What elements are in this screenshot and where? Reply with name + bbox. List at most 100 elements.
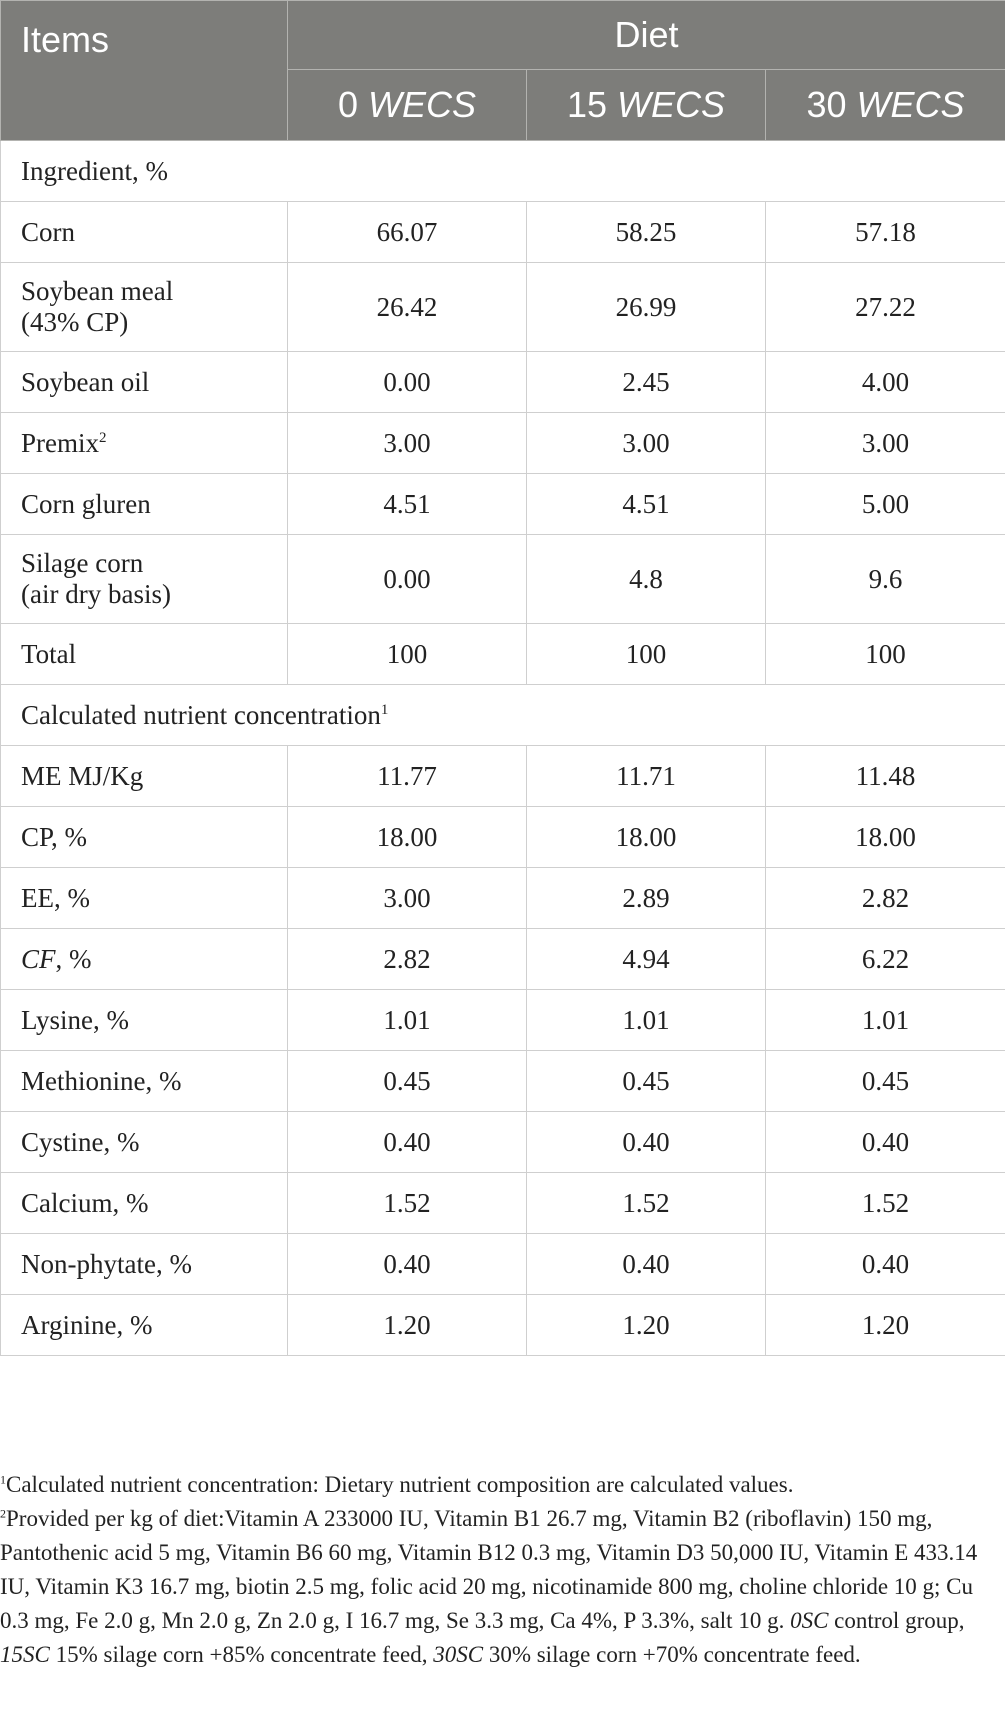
table-row: CP, % 18.00 18.00 18.00 <box>0 806 1005 868</box>
abbreviation-definition: 30% silage corn +70% concentrate feed. <box>483 1642 861 1667</box>
cell-value: 11.77 <box>287 745 527 807</box>
row-label: Premix2 <box>0 412 288 474</box>
cell-value: 66.07 <box>287 201 527 263</box>
cell-value: 0.00 <box>287 534 527 624</box>
table-row: Corn 66.07 58.25 57.18 <box>0 201 1005 263</box>
cell-value: 1.01 <box>764 989 1005 1051</box>
cell-value: 1.52 <box>287 1172 527 1234</box>
row-label: Corn gluren <box>0 473 288 535</box>
table-row: Premix2 3.00 3.00 3.00 <box>0 412 1005 474</box>
table-row: Lysine, % 1.01 1.01 1.01 <box>0 989 1005 1051</box>
document: Items Diet 0 WECS 15 WECS 30 WECS Ingred… <box>0 0 1005 1667</box>
cell-value: 4.51 <box>287 473 527 535</box>
abbreviation-definition: control group, <box>828 1608 965 1633</box>
cell-value: 0.40 <box>526 1111 766 1173</box>
cell-value: 2.45 <box>526 351 766 413</box>
footnote-marker: 2 <box>99 429 107 446</box>
cell-value: 6.22 <box>764 928 1005 990</box>
cell-value: 3.00 <box>764 412 1005 474</box>
row-label: Soybean oil <box>0 351 288 413</box>
table-row: Soybean meal (43% CP) 26.42 26.99 27.22 <box>0 262 1005 352</box>
row-label-text: , % <box>55 943 92 974</box>
row-label-line2: (air dry basis) <box>21 579 171 609</box>
items-header: Items <box>0 0 288 141</box>
footnote-1: 1Calculated nutrient concentration: Diet… <box>0 1468 1000 1502</box>
section-row-nutrient: Calculated nutrient concentration1 <box>0 684 1005 746</box>
row-label: Methionine, % <box>0 1050 288 1112</box>
cell-value: 5.00 <box>764 473 1005 535</box>
cell-value: 0.00 <box>287 351 527 413</box>
footnote-marker: 2 <box>0 1506 6 1521</box>
cell-value: 3.00 <box>287 412 527 474</box>
cell-value: 1.01 <box>526 989 766 1051</box>
footnote-text: Calculated nutrient concentration: Dieta… <box>6 1472 794 1497</box>
cell-value: 0.40 <box>764 1233 1005 1295</box>
cell-value: 2.82 <box>287 928 527 990</box>
row-label-text: Premix <box>21 427 99 458</box>
cell-value: 27.22 <box>764 262 1005 352</box>
section-row-ingredient: Ingredient, % <box>0 140 1005 202</box>
cell-value: 26.42 <box>287 262 527 352</box>
diet-composition-table: Items Diet 0 WECS 15 WECS 30 WECS Ingred… <box>0 0 1005 1356</box>
table-row: CF, % 2.82 4.94 6.22 <box>0 928 1005 990</box>
table-row: Calcium, % 1.52 1.52 1.52 <box>0 1172 1005 1234</box>
section-title: Calculated nutrient concentration1 <box>0 684 1005 746</box>
row-label-abbr: CF <box>21 943 56 974</box>
abbreviation: 0SC <box>790 1608 829 1633</box>
col-header-label: WECS <box>368 84 477 125</box>
cell-value: 0.40 <box>287 1111 527 1173</box>
table-row: Arginine, % 1.20 1.20 1.20 <box>0 1294 1005 1356</box>
cell-value: 4.51 <box>526 473 766 535</box>
row-label: Corn <box>0 201 288 263</box>
table-row: ME MJ/Kg 11.77 11.71 11.48 <box>0 745 1005 807</box>
row-label: Silage corn (air dry basis) <box>0 534 288 624</box>
row-label-line1: Soybean meal <box>21 276 174 306</box>
table-row: Silage corn (air dry basis) 0.00 4.8 9.6 <box>0 534 1005 624</box>
footnote-marker: 1 <box>0 1472 6 1487</box>
footnote-text: Provided per kg of diet:Vitamin A 233000… <box>0 1506 978 1633</box>
table-row: Total 100 100 100 <box>0 623 1005 685</box>
cell-value: 18.00 <box>764 806 1005 868</box>
footnote-2: 2Provided per kg of diet:Vitamin A 23300… <box>0 1502 1000 1672</box>
row-label: Soybean meal (43% CP) <box>0 262 288 352</box>
cell-value: 26.99 <box>526 262 766 352</box>
cell-value: 1.52 <box>526 1172 766 1234</box>
col-header-15-wecs: 15 WECS <box>526 69 766 141</box>
row-label: Arginine, % <box>0 1294 288 1356</box>
footnote-marker: 1 <box>380 701 389 718</box>
cell-value: 4.00 <box>764 351 1005 413</box>
row-label: EE, % <box>0 867 288 929</box>
cell-value: 0.40 <box>287 1233 527 1295</box>
row-label: Calcium, % <box>0 1172 288 1234</box>
cell-value: 4.8 <box>526 534 766 624</box>
cell-value: 0.40 <box>764 1111 1005 1173</box>
cell-value: 100 <box>764 623 1005 685</box>
row-label: CF, % <box>0 928 288 990</box>
abbreviation-definition: 15% silage corn +85% concentrate feed, <box>49 1642 434 1667</box>
row-label-line1: Silage corn <box>21 548 144 578</box>
row-label: Lysine, % <box>0 989 288 1051</box>
cell-value: 2.89 <box>526 867 766 929</box>
col-header-num: 30 <box>806 84 847 125</box>
cell-value: 0.45 <box>764 1050 1005 1112</box>
cell-value: 58.25 <box>526 201 766 263</box>
table-row: Soybean oil 0.00 2.45 4.00 <box>0 351 1005 413</box>
col-header-num: 15 <box>566 84 608 125</box>
col-header-label: WECS <box>856 84 965 125</box>
cell-value: 57.18 <box>764 201 1005 263</box>
cell-value: 1.52 <box>764 1172 1005 1234</box>
table-row: Cystine, % 0.40 0.40 0.40 <box>0 1111 1005 1173</box>
cell-value: 1.20 <box>526 1294 766 1356</box>
abbreviation: 30SC <box>433 1642 484 1667</box>
row-label: ME MJ/Kg <box>0 745 288 807</box>
table-row: Corn gluren 4.51 4.51 5.00 <box>0 473 1005 535</box>
cell-value: 11.71 <box>526 745 766 807</box>
cell-value: 100 <box>287 623 527 685</box>
cell-value: 0.45 <box>287 1050 527 1112</box>
cell-value: 4.94 <box>526 928 766 990</box>
section-title: Ingredient, % <box>0 140 1005 202</box>
cell-value: 1.20 <box>764 1294 1005 1356</box>
cell-value: 0.40 <box>526 1233 766 1295</box>
section-title-text: Calculated nutrient concentration <box>21 699 381 730</box>
table-row: EE, % 3.00 2.89 2.82 <box>0 867 1005 929</box>
